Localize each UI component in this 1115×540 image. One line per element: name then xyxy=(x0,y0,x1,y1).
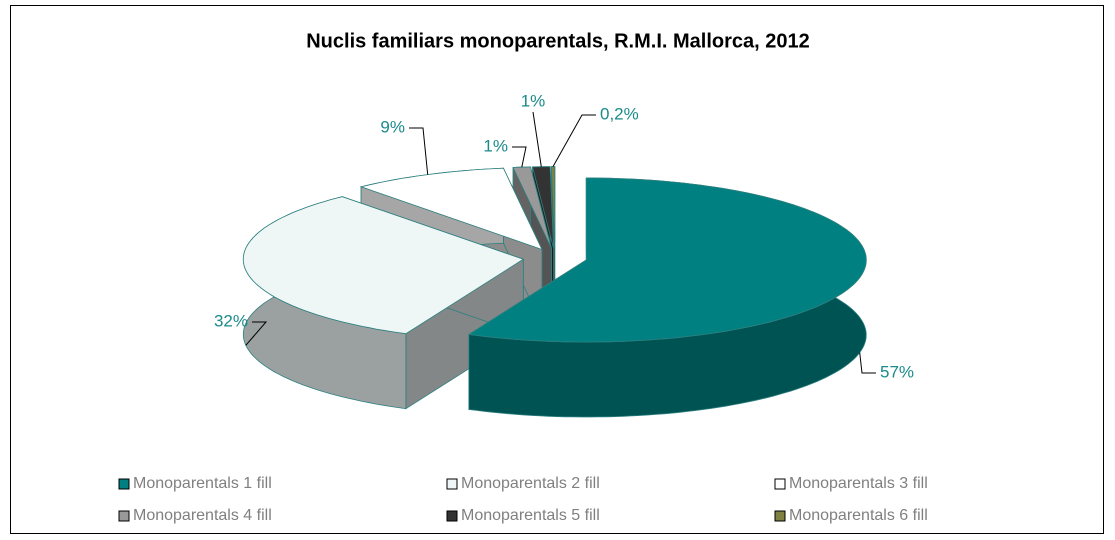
data-label: 0,2% xyxy=(600,104,639,123)
legend-swatch xyxy=(446,478,458,490)
data-label: 57% xyxy=(880,362,914,381)
slice-top xyxy=(242,196,525,335)
leader-line xyxy=(532,111,542,167)
legend-label: Monoparentals 5 fill xyxy=(461,507,600,524)
legend-swatch xyxy=(774,478,786,490)
legend-label: Monoparentals 3 fill xyxy=(789,475,928,492)
legend-swatch xyxy=(774,510,786,522)
data-label: 9% xyxy=(380,117,405,136)
chart-title: Nuclis familiars monoparentals, R.M.I. M… xyxy=(306,30,810,52)
slice xyxy=(467,177,867,418)
legend-swatch xyxy=(118,478,130,490)
data-label: 1% xyxy=(521,91,546,110)
chart-frame xyxy=(10,5,1104,534)
leader-line xyxy=(245,321,268,346)
legend-label: Monoparentals 1 fill xyxy=(133,475,272,492)
data-label: 32% xyxy=(214,311,248,330)
slice-top xyxy=(512,166,552,249)
legend-swatch xyxy=(446,510,458,522)
slice-top xyxy=(531,166,554,249)
legend-label: Monoparentals 6 fill xyxy=(789,507,928,524)
data-label: 1% xyxy=(483,136,508,155)
slice xyxy=(242,196,525,410)
slice-top xyxy=(359,167,543,251)
leader-line xyxy=(859,352,876,374)
slice-top xyxy=(467,177,867,343)
leader-line xyxy=(409,127,429,175)
legend-label: Monoparentals 4 fill xyxy=(133,507,272,524)
leader-line xyxy=(512,146,527,168)
legend-label: Monoparentals 2 fill xyxy=(461,475,600,492)
leader-line xyxy=(552,114,596,167)
legend-swatch xyxy=(118,510,130,522)
